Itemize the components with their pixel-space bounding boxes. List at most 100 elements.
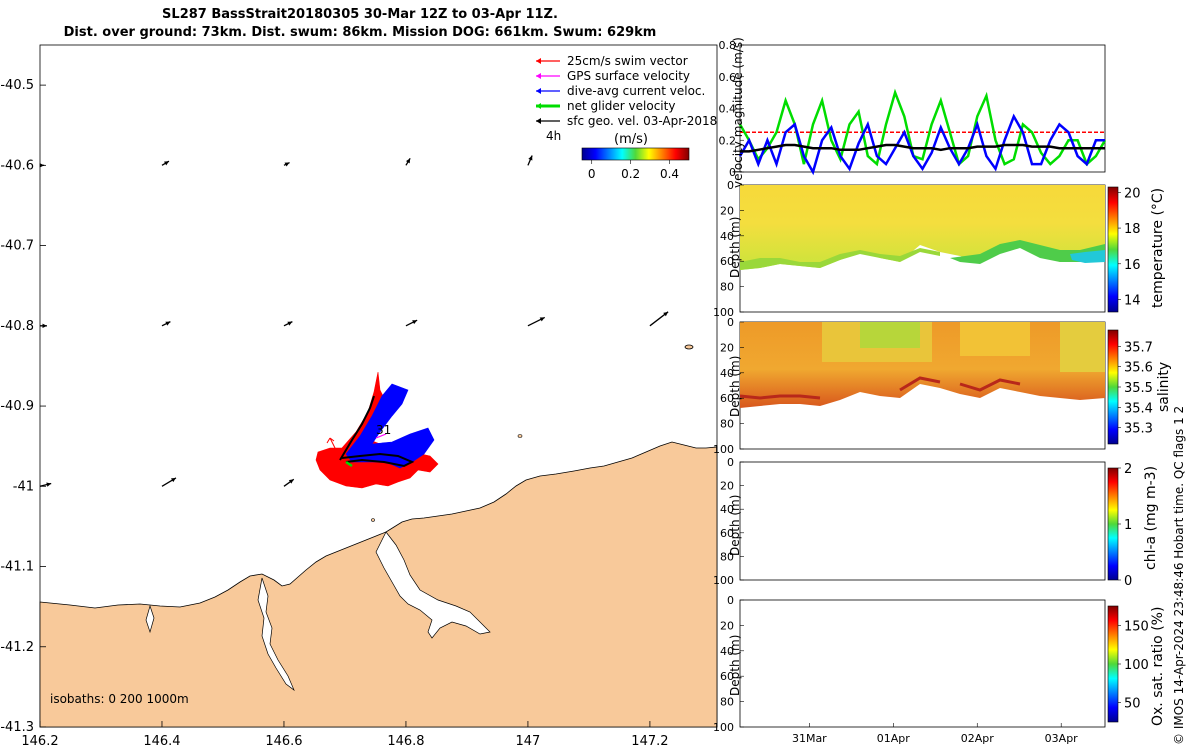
chlorophyll-y-axis: 0 20 40 60 80 100: [713, 456, 744, 587]
surface-vector-head: [284, 162, 290, 167]
time-tick-label: 01Apr: [877, 732, 911, 745]
colorbar-tick-label: 1: [1124, 518, 1132, 533]
surface-vector-head: [539, 317, 545, 322]
map-x-tick-label: 147: [516, 734, 541, 749]
map-y-tick-label: -41: [13, 479, 34, 494]
swim-vector-arrow: [326, 437, 337, 451]
depth-tick-label: 60: [720, 527, 734, 540]
colorbar-tick-label: 35.7: [1124, 340, 1153, 355]
legend-arrowhead: [536, 73, 541, 79]
depth-tick-label: 40: [720, 645, 734, 658]
surface-vector-head: [287, 321, 293, 326]
glider-track: [339, 395, 415, 468]
velocity-y-tick-label: 0.8: [719, 39, 737, 52]
legend-label: net glider velocity: [567, 99, 675, 113]
imos-timestamp: © IMOS 14-Apr-2024 23:48:46 Hobart time.…: [1172, 405, 1186, 745]
depth-tick-label: 40: [720, 367, 734, 380]
velocity-y-tick-label: 0.6: [719, 71, 737, 84]
velocity-series-line: [740, 143, 1105, 153]
depth-tick-label: 80: [720, 550, 734, 563]
temperature-panel: 0 20 40 60 80 100 Depth (m) 14 16 18 20 temperat…: [713, 179, 1166, 319]
depth-tick-label: 100: [713, 443, 734, 456]
salinity-fresh-core: [860, 322, 920, 348]
colorbar-tick-label: 100: [1124, 658, 1149, 673]
map-y-tick-label: -41.3: [0, 720, 34, 735]
colorbar-tick-label: 35.4: [1124, 401, 1153, 416]
temperature-cold-water: [1070, 250, 1105, 263]
colorbar-tick-label: 2: [1124, 462, 1132, 477]
tamar-estuary: [375, 531, 491, 639]
surface-vector-head: [405, 158, 411, 164]
depth-tick-label: 60: [720, 392, 734, 405]
colorbar-tick-label: 20: [1124, 186, 1141, 201]
small-island: [684, 344, 694, 350]
depth-tick-label: 40: [720, 230, 734, 243]
surface-vector-head: [528, 155, 533, 161]
depth-tick-label: 100: [713, 306, 734, 319]
surface-velocity-vectors: [39, 155, 669, 487]
legend-arrowhead: [536, 88, 541, 94]
tasmania-coastline: [39, 441, 718, 728]
depth-tick-label: 100: [713, 574, 734, 587]
velocity-lines: [738, 88, 1107, 176]
depth-tick-label: 20: [720, 341, 734, 354]
oxygen-panel: 0 20 40 60 80 100 Depth (m) 50 100 150 Ox. sat.…: [713, 594, 1166, 745]
oxygen-colorbar-label: Ox. sat. ratio (%): [1150, 607, 1166, 726]
oxygen-colorbar-ticks: 50 100 150: [1118, 619, 1149, 712]
colorbar-tick-label: 150: [1124, 619, 1149, 634]
temperature-colorbar-ticks: 14 16 18 20: [1118, 186, 1141, 309]
map-x-tick-label: 146.4: [143, 734, 180, 749]
chlorophyll-panel: 0 20 40 60 80 100 Depth (m) 0 1 2 chl-a (mg m-3…: [713, 456, 1159, 589]
surface-vector-head: [288, 479, 294, 484]
chlorophyll-colorbar: [1107, 467, 1119, 581]
chart-title-line1: SL287 BassStrait20180305 30-Mar 12Z to 0…: [162, 7, 558, 22]
depth-tick-label: 40: [720, 503, 734, 516]
map-y-tick-label: -40.7: [0, 239, 34, 254]
colorbar-tick-label: 35.6: [1124, 361, 1153, 376]
salinity-mid-patch: [960, 322, 1030, 356]
time-tick-label: 02Apr: [961, 732, 995, 745]
time-tick-label: 03Apr: [1045, 732, 1079, 745]
small-islet: [371, 518, 375, 522]
isobaths-label: isobaths: 0 200 1000m: [50, 692, 189, 706]
net-glider-vector: [345, 460, 353, 468]
legend-arrowhead: [536, 103, 541, 109]
velocity-y-axis: 0 0.2 0.4 0.6 0.8: [719, 39, 744, 179]
temperature-colorbar: [1107, 186, 1119, 313]
map-panel: 146.2 146.4 146.6 146.8 147 147.2 -40.5-40.6-…: [0, 44, 718, 749]
legend-label: 25cm/s swim vector: [567, 54, 688, 68]
salinity-ylabel: Depth (m): [728, 356, 742, 417]
depth-tick-label: 0: [727, 594, 734, 607]
surface-vector-head: [663, 311, 669, 317]
speed-colorbar-tick-label: 0.4: [660, 167, 679, 181]
depth-tick-label: 0: [727, 456, 734, 469]
temperature-ylabel: Depth (m): [728, 217, 742, 278]
colorbar-tick-label: 0: [1124, 574, 1132, 589]
speed-colorbar-tick-label: 0: [588, 167, 596, 181]
legend-label: dive-avg current veloc.: [567, 84, 705, 98]
map-x-tick-label: 147.2: [631, 734, 668, 749]
legend-label: sfc geo. vel. 03-Apr-2018: [567, 114, 717, 128]
colorbar-tick-label: 14: [1124, 294, 1141, 309]
map-y-tick-label: -40.8: [0, 319, 34, 334]
map-x-tick-label: 146.6: [265, 734, 302, 749]
salinity-colorbar: [1107, 329, 1119, 445]
depth-tick-label: 0: [727, 179, 734, 192]
salinity-bottom-maximum: [739, 376, 1021, 400]
oxygen-y-axis: 0 20 40 60 80 100: [713, 594, 744, 734]
velocity-y-tick-label: 0.2: [719, 134, 737, 147]
depth-tick-label: 80: [720, 418, 734, 431]
chart-title-line2: Dist. over ground: 73km. Dist. swum: 86k…: [63, 25, 657, 40]
depth-tick-label: 20: [720, 480, 734, 493]
legend-arrowhead: [536, 118, 541, 124]
port-sorell-inlet: [257, 577, 295, 692]
salinity-colorbar-label: salinity: [1156, 362, 1172, 412]
map-x-tick-label: 146.2: [21, 734, 58, 749]
oxygen-frame: [739, 599, 1106, 728]
velocity-y-tick-label: 0: [729, 166, 736, 179]
small-islet: [517, 434, 523, 438]
map-x-tick-label: 146.8: [387, 734, 424, 749]
time-tick-label: 31Mar: [792, 732, 827, 745]
